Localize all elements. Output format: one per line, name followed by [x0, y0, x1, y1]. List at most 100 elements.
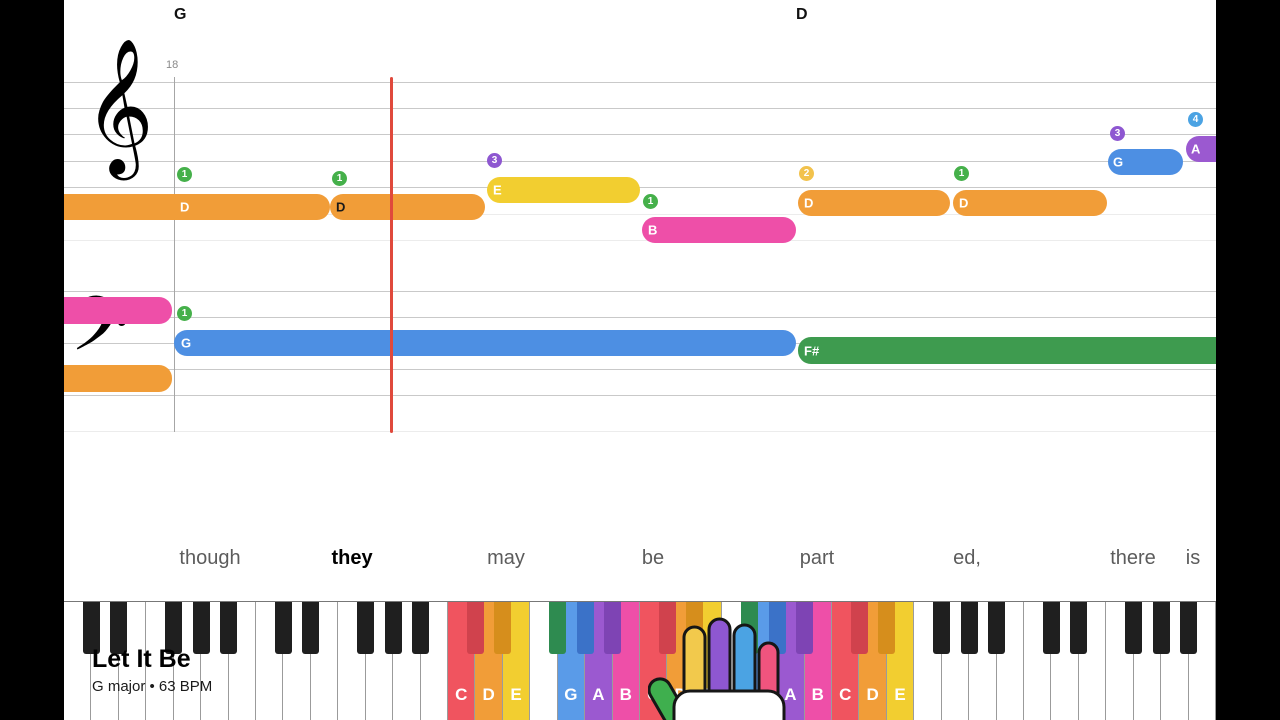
- staff-line: [64, 161, 1216, 162]
- lyric-word: be: [641, 547, 665, 569]
- hand-overlay: [647, 615, 798, 720]
- note-bar-g: G: [1108, 149, 1183, 175]
- black-key-dsharp4[interactable]: [494, 602, 512, 654]
- black-key-dsharp2[interactable]: [110, 602, 128, 654]
- note-label: G: [1113, 154, 1124, 170]
- finger-badge: 2: [799, 166, 814, 181]
- note-bar-a: A: [1186, 136, 1216, 162]
- chord-label-g: G: [174, 6, 187, 23]
- note-label: E: [493, 182, 502, 198]
- black-key-csharp2[interactable]: [82, 602, 100, 654]
- note-bar-d: D: [798, 190, 950, 216]
- note-label: D: [336, 199, 346, 215]
- key-label: D: [482, 685, 495, 704]
- key-label: C: [839, 685, 852, 704]
- keyboard: CDEGABCDEGABCDE: [64, 601, 1216, 720]
- note-bar: [64, 297, 172, 324]
- black-key-gsharp4[interactable]: [576, 602, 594, 654]
- note-bar-d: D: [330, 194, 485, 220]
- lyric-word: though: [179, 547, 241, 569]
- black-key-fsharp7[interactable]: [1125, 602, 1143, 654]
- black-key-asharp2[interactable]: [220, 602, 238, 654]
- key-label: C: [455, 685, 468, 704]
- black-key-csharp6[interactable]: [850, 602, 868, 654]
- lyric-word: is: [1185, 547, 1201, 569]
- black-key-gsharp5[interactable]: [768, 602, 786, 654]
- black-key-fsharp3[interactable]: [357, 602, 375, 654]
- black-key-csharp3[interactable]: [274, 602, 292, 654]
- grid-line: [64, 431, 1216, 432]
- black-key-asharp7[interactable]: [1180, 602, 1198, 654]
- lyric-word: ed,: [953, 547, 981, 569]
- staff-line: [64, 395, 1216, 396]
- staff-line: [64, 134, 1216, 135]
- black-key-gsharp6[interactable]: [960, 602, 978, 654]
- palm: [672, 689, 786, 720]
- note-bar-fsharp: F#: [798, 337, 1216, 364]
- grid-line: [64, 240, 1216, 241]
- note-label: D: [959, 195, 969, 211]
- finger-badge: 4: [1188, 112, 1203, 127]
- note-bar-e: E: [487, 177, 640, 203]
- staff-area: 𝄞 𝄢 18 D 1 D 1 E 3 B 1 D 2 D 1 G 3 A 4 G 1 F#: [64, 36, 1216, 433]
- lyric-word: they: [331, 547, 373, 569]
- treble-clef-icon: 𝄞: [84, 36, 154, 174]
- black-key-gsharp2[interactable]: [192, 602, 210, 654]
- playhead: [390, 77, 393, 433]
- key-label: E: [894, 685, 906, 704]
- note-label: D: [180, 199, 190, 215]
- staff-line: [64, 108, 1216, 109]
- lyric-word: part: [799, 547, 835, 569]
- note-label: F#: [804, 343, 820, 358]
- note-bar-b: B: [642, 217, 796, 243]
- finger-badge: 1: [643, 194, 658, 209]
- white-key-b6[interactable]: [996, 602, 1024, 720]
- note-label: A: [1191, 141, 1201, 157]
- black-key-csharp5[interactable]: [658, 602, 676, 654]
- note-label: B: [648, 222, 658, 238]
- black-key-csharp7[interactable]: [1042, 602, 1060, 654]
- black-key-gsharp3[interactable]: [384, 602, 402, 654]
- grid-line: [64, 214, 1216, 215]
- key-label: G: [564, 685, 578, 704]
- song-title: Let It Be: [92, 645, 191, 673]
- black-key-fsharp2[interactable]: [165, 602, 183, 654]
- black-key-asharp6[interactable]: [988, 602, 1006, 654]
- staff-line: [64, 369, 1216, 370]
- note-bar-g: G: [174, 330, 796, 356]
- staff-line: [64, 317, 1216, 318]
- key-label: B: [619, 685, 632, 704]
- black-key-dsharp7[interactable]: [1070, 602, 1088, 654]
- key-label: B: [811, 685, 824, 704]
- staff-line: [64, 82, 1216, 83]
- note-label: G: [181, 335, 192, 351]
- white-key-e2[interactable]: [118, 602, 147, 720]
- finger-badge: 1: [954, 166, 969, 181]
- black-key-csharp4[interactable]: [466, 602, 484, 654]
- finger-badge: 1: [332, 171, 347, 186]
- note-label: D: [804, 195, 814, 211]
- black-key-asharp3[interactable]: [412, 602, 430, 654]
- song-info: Let It Be G major • 63 BPM: [92, 645, 212, 695]
- black-key-asharp5[interactable]: [796, 602, 814, 654]
- note-bar-d: D: [953, 190, 1107, 216]
- letterbox-left: [0, 0, 64, 720]
- key-label: A: [592, 685, 605, 704]
- black-key-dsharp3[interactable]: [302, 602, 320, 654]
- white-key-c6[interactable]: C: [832, 602, 860, 720]
- black-key-dsharp6[interactable]: [878, 602, 896, 654]
- staff-line: [64, 291, 1216, 292]
- staff-line: [64, 187, 1216, 188]
- song-subtitle: G major • 63 BPM: [92, 678, 213, 695]
- finger-badge: 1: [177, 306, 192, 321]
- black-key-asharp4[interactable]: [604, 602, 622, 654]
- finger-badge: 1: [177, 167, 192, 182]
- black-key-gsharp7[interactable]: [1152, 602, 1170, 654]
- black-key-fsharp6[interactable]: [933, 602, 951, 654]
- key-label: A: [784, 685, 797, 704]
- measure-number: 18: [166, 59, 179, 71]
- note-bar-d: D: [64, 194, 330, 220]
- black-key-fsharp4[interactable]: [549, 602, 567, 654]
- finger-badge: 3: [487, 153, 502, 168]
